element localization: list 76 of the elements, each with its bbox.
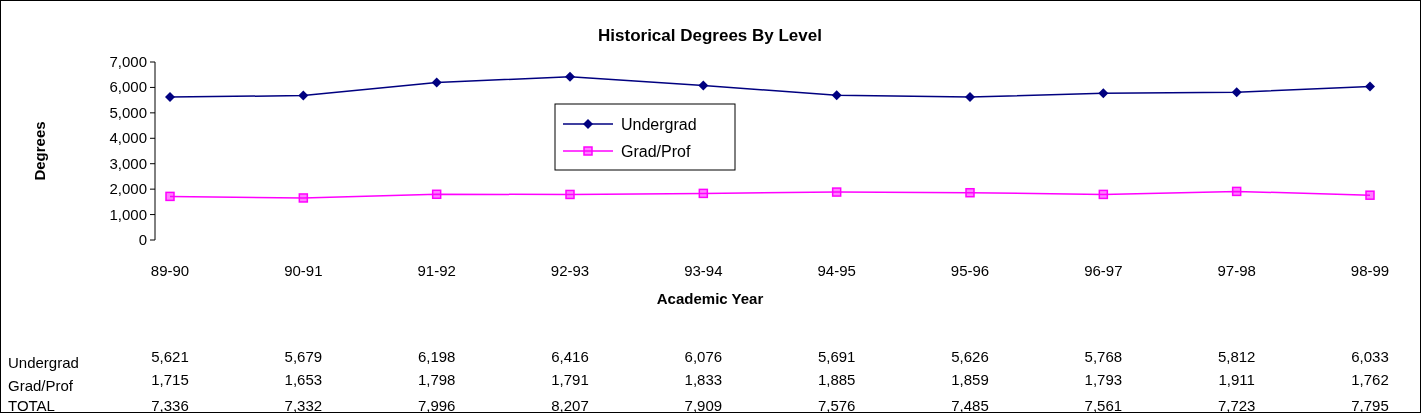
point <box>1098 189 1109 200</box>
x-axis-title: Academic Year <box>656 290 764 307</box>
data-label: 6,033 <box>1351 348 1389 365</box>
x-tick-label: 96-97 <box>1084 262 1123 279</box>
point <box>1365 190 1375 200</box>
x-tick-label: 89-90 <box>150 262 190 279</box>
chart-title: Historical Degrees By Level <box>598 26 822 45</box>
data-label: 6,076 <box>684 348 723 365</box>
data-label: 1,859 <box>951 371 989 388</box>
y-tick-label: 4,000 <box>109 129 147 147</box>
text: 7,561 <box>1084 397 1123 413</box>
text: Undergrad <box>8 354 79 371</box>
y-tick-label: 2,000 <box>109 180 147 198</box>
text: 7,336 <box>151 397 189 413</box>
data-label: 5,621 <box>151 348 189 365</box>
data-label: 5,626 <box>951 348 989 365</box>
data-label: 1,911 <box>1218 371 1255 388</box>
point <box>1365 81 1375 92</box>
data-label: 6,416 <box>551 348 589 365</box>
text: 7,795 <box>1351 397 1389 413</box>
point <box>431 189 442 200</box>
data-label: 1,798 <box>417 371 456 388</box>
data-label: 1,791 <box>551 371 589 388</box>
point <box>698 80 709 91</box>
point <box>165 92 175 103</box>
text: 7,996 <box>417 397 456 413</box>
point <box>1231 186 1242 197</box>
data-label: 6,198 <box>417 348 456 365</box>
point <box>1231 87 1242 98</box>
point <box>831 187 842 197</box>
text: Grad/Prof <box>8 377 74 394</box>
point <box>698 188 709 199</box>
y-tick-label: 3,000 <box>109 154 147 172</box>
text: TOTAL <box>8 397 55 413</box>
text: 8,207 <box>551 397 589 413</box>
x-tick-label: 93-94 <box>684 262 723 279</box>
x-tick-label: 97-98 <box>1217 262 1256 279</box>
data-label: 1,715 <box>151 371 189 388</box>
y-tick-label: 5,000 <box>109 103 147 121</box>
text: 7,332 <box>284 397 323 413</box>
point <box>1098 88 1109 99</box>
point <box>298 193 309 203</box>
y-tick-label: 7,000 <box>109 53 147 70</box>
point <box>965 187 975 198</box>
text: 7,485 <box>951 397 989 413</box>
data-label: 5,768 <box>1084 348 1123 365</box>
x-tick-label: 95-96 <box>950 262 990 279</box>
point <box>298 90 309 101</box>
point <box>965 91 975 102</box>
data-label: 1,762 <box>1351 371 1389 388</box>
legend-label: Grad/Prof <box>621 143 691 160</box>
y-tick-label: 1,000 <box>109 205 147 223</box>
data-label: 5,679 <box>284 348 323 365</box>
point <box>431 77 442 88</box>
x-tick-label: 90-91 <box>284 262 323 279</box>
legend-label: Undergrad <box>621 116 697 133</box>
data-label: 1,653 <box>284 371 323 388</box>
text: 7,909 <box>684 397 723 413</box>
y-axis-title: Degrees <box>31 121 48 181</box>
data-label: 5,691 <box>817 348 856 365</box>
text: 7,723 <box>1217 397 1256 413</box>
text: 7,576 <box>817 397 856 413</box>
x-tick-label: 92-93 <box>550 262 590 279</box>
point <box>565 71 575 82</box>
y-tick-label: 6,000 <box>109 78 147 96</box>
point <box>831 90 842 101</box>
x-tick-label: 94-95 <box>817 262 856 279</box>
point <box>165 191 175 202</box>
x-tick-label: 91-92 <box>417 262 456 279</box>
x-tick-label: 98-99 <box>1350 262 1390 279</box>
data-label: 1,793 <box>1084 371 1123 388</box>
data-label: 1,833 <box>684 371 723 388</box>
y-tick-label: 0 <box>138 231 147 248</box>
point <box>565 189 575 200</box>
data-label: 5,812 <box>1217 348 1256 365</box>
data-label: 1,885 <box>817 371 856 388</box>
